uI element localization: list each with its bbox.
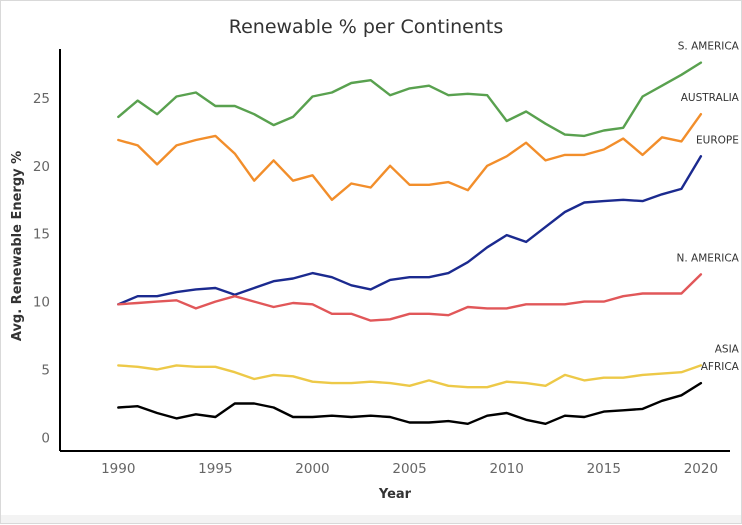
chart-title: Renewable % per Continents bbox=[229, 16, 504, 38]
series-label-asia: ASIA bbox=[715, 343, 740, 355]
x-axis-title: Year bbox=[378, 487, 412, 502]
y-tick-label: 25 bbox=[33, 91, 50, 107]
series-label-africa: AFRICA bbox=[701, 361, 740, 373]
x-axis-ticks: 1990 1995 2000 2005 2010 2015 2020 bbox=[101, 461, 718, 477]
y-axis-title: Avg. Renewable Energy % bbox=[10, 151, 25, 341]
x-tick-label: 2010 bbox=[489, 461, 523, 477]
y-axis-ticks: 0 5 10 15 20 25 bbox=[33, 91, 50, 447]
y-tick-label: 10 bbox=[33, 295, 50, 311]
x-tick-label: 2005 bbox=[392, 461, 426, 477]
x-tick-label: 2020 bbox=[684, 461, 718, 477]
series-labels: S. AMERICA AUSTRALIA EUROPE N. AMERICA ASIA A… bbox=[677, 41, 740, 374]
series-line-australia bbox=[117, 112, 703, 202]
series-line-africa bbox=[117, 381, 703, 425]
footer-band bbox=[1, 515, 741, 523]
series-label-europe: EUROPE bbox=[696, 134, 739, 146]
series-label-s-america: S. AMERICA bbox=[678, 41, 740, 53]
series-lines bbox=[117, 61, 703, 425]
y-tick-label: 5 bbox=[41, 363, 50, 379]
series-line-s-america bbox=[117, 61, 703, 138]
series-line-asia bbox=[117, 364, 703, 389]
x-tick-label: 2000 bbox=[295, 461, 329, 477]
x-tick-label: 2015 bbox=[587, 461, 621, 477]
y-tick-label: 0 bbox=[41, 430, 50, 446]
x-tick-label: 1995 bbox=[198, 461, 232, 477]
series-line-europe bbox=[117, 155, 703, 306]
y-tick-label: 15 bbox=[33, 227, 50, 243]
series-label-n-america: N. AMERICA bbox=[677, 252, 740, 264]
x-tick-label: 1990 bbox=[101, 461, 135, 477]
series-line-n-america bbox=[117, 273, 703, 322]
series-label-australia: AUSTRALIA bbox=[681, 92, 740, 104]
y-tick-label: 20 bbox=[33, 159, 50, 175]
